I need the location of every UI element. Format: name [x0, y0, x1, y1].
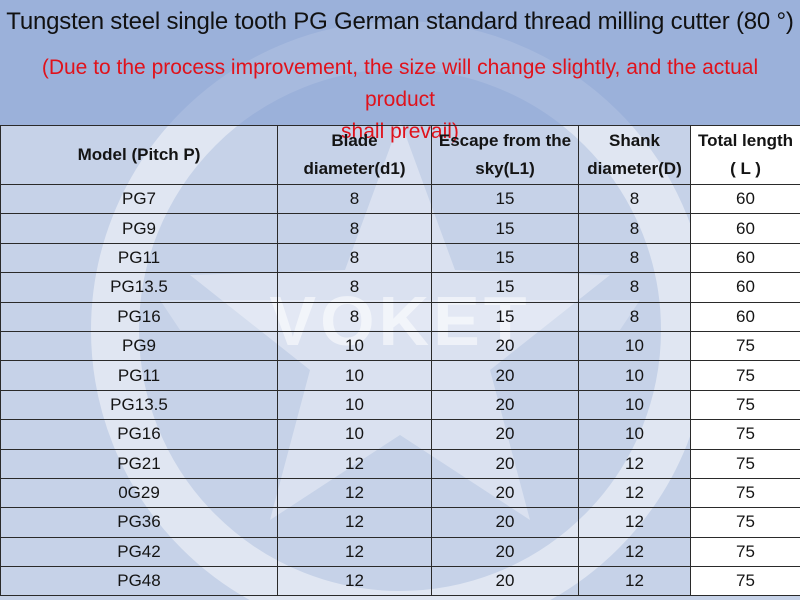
spec-table: Model (Pitch P) Blade diameter(d1) Escape…: [0, 125, 800, 597]
table-cell: 75: [690, 477, 800, 509]
table-cell: 60: [690, 183, 800, 215]
table-cell: 8: [578, 301, 691, 332]
table-row: PG16 8 15 8 60: [0, 301, 800, 332]
table-cell: 10: [277, 360, 432, 391]
table-cell: 0G29: [0, 477, 278, 509]
table-cell: 12: [578, 507, 691, 538]
table-cell: 20: [431, 330, 579, 362]
table-row: PG9 8 15 8 60: [0, 213, 800, 244]
header-band: Tungsten steel single tooth PG German st…: [0, 0, 800, 143]
disclaimer-line-1: (Due to the process improvement, the siz…: [41, 56, 759, 111]
table-cell: 8: [277, 213, 432, 244]
table-cell: PG48: [0, 566, 278, 597]
table-cell: 60: [690, 272, 800, 303]
table-cell: 12: [277, 536, 432, 568]
table-cell: PG13.5: [0, 389, 278, 421]
table-cell: 75: [690, 448, 800, 479]
table-cell: 12: [277, 477, 432, 509]
table-cell: 10: [277, 389, 432, 421]
table-cell: 60: [690, 242, 800, 274]
table-cell: 12: [277, 507, 432, 538]
table-row: PG13.5 10 20 10 75: [0, 389, 800, 421]
page-title: Tungsten steel single tooth PG German st…: [6, 8, 794, 35]
table-cell: 20: [431, 448, 579, 479]
column-header-total-length: Total length( L ): [690, 125, 800, 185]
table-cell: 60: [690, 213, 800, 244]
table-cell: 12: [277, 448, 432, 479]
table-cell: PG13.5: [0, 272, 278, 303]
table-cell: 8: [578, 213, 691, 244]
table-cell: 75: [690, 389, 800, 421]
table-cell: 10: [578, 360, 691, 391]
table-cell: PG42: [0, 536, 278, 568]
table-cell: 20: [431, 566, 579, 597]
table-cell: PG16: [0, 301, 278, 332]
table-cell: 75: [690, 536, 800, 568]
table-cell: 10: [277, 419, 432, 450]
table-cell: 8: [277, 242, 432, 274]
table-cell: 15: [431, 183, 579, 215]
table-row: PG21 12 20 12 75: [0, 448, 800, 479]
table-row: PG36 12 20 12 75: [0, 507, 800, 538]
table-cell: PG11: [0, 242, 278, 274]
table-cell: 15: [431, 301, 579, 332]
table-row: PG7 8 15 8 60: [0, 183, 800, 215]
table-row: PG42 12 20 12 75: [0, 536, 800, 568]
table-row: PG11 10 20 10 75: [0, 360, 800, 391]
table-cell: PG16: [0, 419, 278, 450]
table-cell: 75: [690, 566, 800, 597]
table-row: PG9 10 20 10 75: [0, 330, 800, 362]
column-header-shank-diameter: Shank diameter(D): [578, 125, 691, 185]
table-cell: 10: [578, 330, 691, 362]
table-cell: PG7: [0, 183, 278, 215]
table-cell: 10: [277, 330, 432, 362]
table-cell: 75: [690, 419, 800, 450]
table-row: PG13.5 8 15 8 60: [0, 272, 800, 303]
table-cell: 8: [277, 301, 432, 332]
table-cell: 12: [578, 536, 691, 568]
column-header-escape: Escape from the sky(L1): [431, 125, 579, 185]
table-cell: 15: [431, 242, 579, 274]
table-cell: PG11: [0, 360, 278, 391]
table-cell: 60: [690, 301, 800, 332]
table-header-row: Model (Pitch P) Blade diameter(d1) Escape…: [0, 125, 800, 185]
table-cell: 15: [431, 213, 579, 244]
table-cell: 75: [690, 360, 800, 391]
table-cell: 20: [431, 389, 579, 421]
table-cell: 20: [431, 507, 579, 538]
table-cell: PG9: [0, 213, 278, 244]
table-cell: 12: [578, 448, 691, 479]
table-cell: 8: [277, 183, 432, 215]
table-row: PG11 8 15 8 60: [0, 242, 800, 274]
table-cell: 75: [690, 507, 800, 538]
table-cell: PG9: [0, 330, 278, 362]
table-row: PG16 10 20 10 75: [0, 419, 800, 450]
table-cell: 10: [578, 389, 691, 421]
table-cell: 20: [431, 536, 579, 568]
column-header-model: Model (Pitch P): [0, 125, 278, 185]
table-row: PG48 12 20 12 75: [0, 566, 800, 597]
table-cell: 8: [578, 242, 691, 274]
table-cell: 8: [578, 183, 691, 215]
table-cell: 12: [578, 566, 691, 597]
table-cell: 20: [431, 477, 579, 509]
table-body: PG7 8 15 8 60 PG9 8 15 8 60 PG11 8 15 8 60 PG13.5 8 15 8 60…: [0, 183, 800, 597]
table-cell: 20: [431, 360, 579, 391]
table-cell: 15: [431, 272, 579, 303]
table-cell: 20: [431, 419, 579, 450]
table-cell: 12: [578, 477, 691, 509]
table-cell: 8: [578, 272, 691, 303]
table-cell: 10: [578, 419, 691, 450]
table-cell: PG21: [0, 448, 278, 479]
table-cell: PG36: [0, 507, 278, 538]
table-cell: 12: [277, 566, 432, 597]
table-cell: 75: [690, 330, 800, 362]
table-cell: 8: [277, 272, 432, 303]
table-row: 0G29 12 20 12 75: [0, 477, 800, 509]
column-header-blade-diameter: Blade diameter(d1): [277, 125, 432, 185]
